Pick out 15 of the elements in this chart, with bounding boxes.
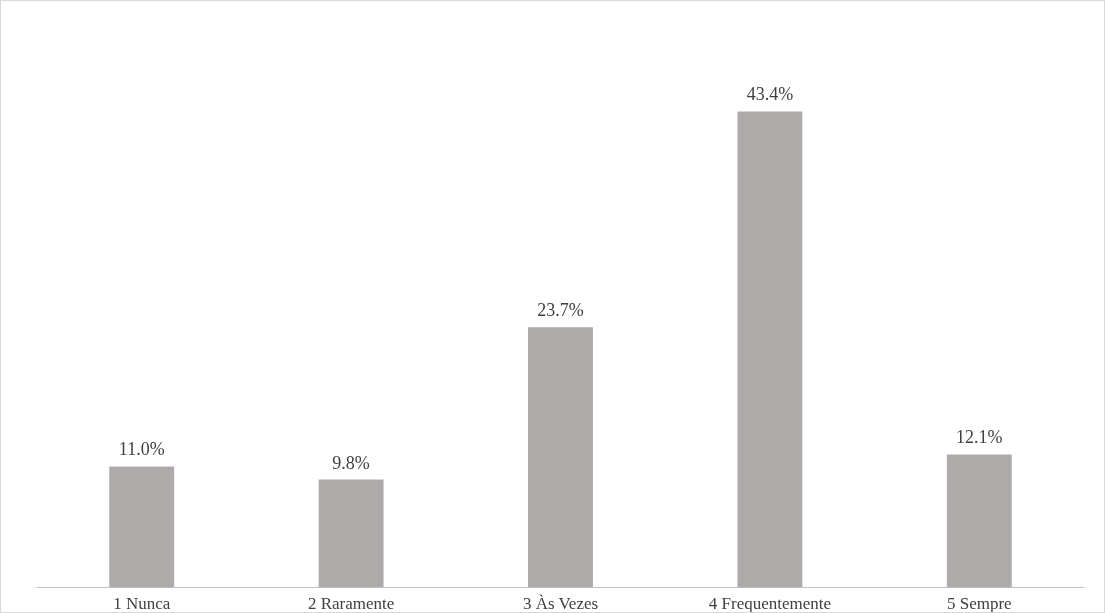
data-label: 12.1% — [956, 427, 1003, 448]
data-label: 9.8% — [332, 452, 370, 473]
x-tick-label: 1 Nunca — [113, 594, 171, 613]
bar — [528, 327, 593, 587]
bar — [318, 479, 384, 587]
data-label: 23.7% — [537, 300, 584, 321]
data-label: 11.0% — [118, 439, 165, 460]
x-tick-label: 2 Raramente — [307, 594, 395, 613]
x-tick-label: 3 Às Vezes — [522, 594, 599, 613]
bar — [946, 454, 1012, 587]
x-tick-label: 4 Frequentemente — [708, 594, 832, 613]
bar — [109, 466, 175, 587]
data-label: 43.4% — [746, 84, 794, 105]
bar — [737, 111, 803, 587]
x-tick-label: 5 Sempre — [946, 594, 1012, 613]
